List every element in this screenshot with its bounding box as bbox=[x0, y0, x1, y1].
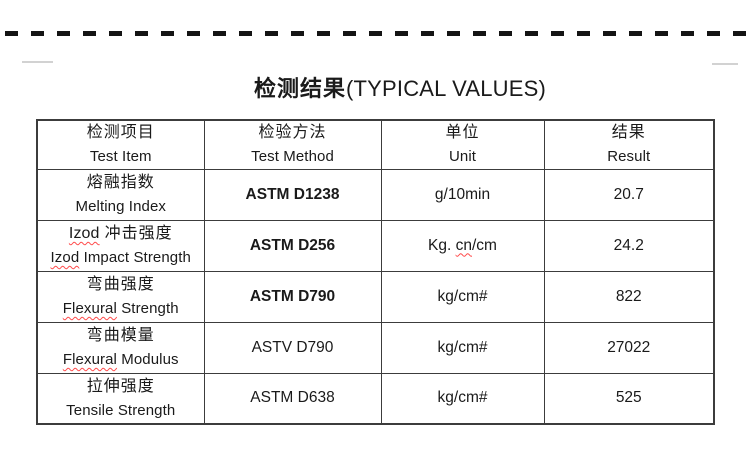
header-cell-test-method: 检验方法 Test Method bbox=[203, 119, 382, 170]
result-cell: 20.7 bbox=[543, 168, 715, 221]
item-name-en: Flexural Modulus bbox=[38, 348, 204, 371]
item-name-en: Izod Impact Strength bbox=[38, 246, 204, 269]
unit-value: kg/cm# bbox=[438, 389, 488, 406]
item-cell: 拉伸强度 Tensile Strength bbox=[36, 372, 205, 425]
misspelled-word: Flexural bbox=[62, 351, 117, 368]
table-row: 弯曲强度 Flexural Strength ASTM D790 kg/cm# 822 bbox=[36, 270, 715, 323]
method-value: ASTV D790 bbox=[251, 338, 334, 356]
text-segment: Impact Strength bbox=[79, 249, 191, 266]
item-name-zh: 弯曲强度 bbox=[38, 273, 204, 297]
item-cell: 熔融指数 Melting Index bbox=[36, 168, 205, 221]
result-cell: 27022 bbox=[543, 321, 715, 374]
page-title: 检测结果(TYPICAL VALUES) bbox=[0, 71, 750, 103]
table-row: 熔融指数 Melting Index ASTM D1238 g/10min 20.7 bbox=[36, 168, 715, 221]
result-value: 525 bbox=[615, 389, 642, 407]
method-cell: ASTV D790 bbox=[203, 321, 382, 374]
unit-cell: g/10min bbox=[380, 168, 545, 221]
result-cell: 24.2 bbox=[543, 219, 715, 272]
method-cell: ASTM D638 bbox=[203, 372, 382, 425]
header-label-en: Result bbox=[607, 148, 651, 166]
misspelled-word: cn bbox=[455, 236, 472, 254]
result-value: 822 bbox=[615, 287, 642, 305]
result-cell: 525 bbox=[543, 372, 715, 425]
result-cell: 822 bbox=[543, 270, 715, 323]
item-name-zh: 拉伸强度 bbox=[38, 375, 204, 399]
table-row: Izod 冲击强度 Izod Impact Strength ASTM D256 Kg… bbox=[36, 219, 715, 272]
text-segment: kg/cm# bbox=[437, 287, 488, 305]
text-segment: 冲击强度 bbox=[99, 225, 173, 242]
misspelled-word: Flexural bbox=[62, 300, 117, 317]
item-cell: 弯曲强度 Flexural Strength bbox=[36, 270, 205, 323]
unit-value: kg/cm# bbox=[438, 339, 488, 356]
results-table: 检测项目 Test Item 检验方法 Test Method 单位 Unit 结果 Resu… bbox=[36, 119, 715, 425]
text-segment: Strength bbox=[116, 300, 179, 317]
result-value: 24.2 bbox=[613, 236, 644, 254]
text-segment: Tensile Strength bbox=[66, 401, 176, 419]
item-name-en: Flexural Strength bbox=[38, 297, 204, 320]
text-segment: 弯曲强度 bbox=[86, 276, 155, 293]
dashed-divider bbox=[5, 31, 747, 36]
text-segment: kg/cm# bbox=[437, 338, 488, 356]
header-row: 检测项目 Test Item 检验方法 Test Method 单位 Unit 结果 Resu… bbox=[36, 119, 715, 170]
header-cell-test-item: 检测项目 Test Item bbox=[36, 119, 205, 170]
method-value: ASTM D1238 bbox=[245, 185, 340, 203]
method-cell: ASTM D256 bbox=[203, 219, 382, 272]
header-label-zh: 单位 bbox=[445, 124, 480, 142]
method-value: ASTM D256 bbox=[249, 236, 336, 254]
item-cell: 弯曲模量 Flexural Modulus bbox=[36, 321, 205, 374]
header-label-zh: 检测项目 bbox=[86, 124, 155, 142]
table-header: 检测项目 Test Item 检验方法 Test Method 单位 Unit 结果 Resu… bbox=[36, 119, 715, 170]
header-cell-result: 结果 Result bbox=[543, 119, 715, 170]
header-label-zh: 检验方法 bbox=[258, 124, 327, 142]
item-name-en: Melting Index bbox=[38, 195, 204, 218]
faint-mark-right bbox=[712, 63, 738, 65]
item-name-zh: Izod 冲击强度 bbox=[38, 222, 204, 246]
item-name-zh: 熔融指数 bbox=[38, 171, 204, 195]
unit-value: kg/cm# bbox=[438, 288, 488, 305]
item-name-en: Tensile Strength bbox=[38, 399, 204, 422]
text-segment: 熔融指数 bbox=[86, 174, 155, 191]
misspelled-word: Izod bbox=[50, 249, 80, 266]
method-cell: ASTM D790 bbox=[203, 270, 382, 323]
table-body: 熔融指数 Melting Index ASTM D1238 g/10min 20.7 Iz… bbox=[36, 168, 715, 425]
unit-value: Kg. cn/cm bbox=[428, 237, 497, 254]
title-english: (TYPICAL VALUES) bbox=[345, 76, 547, 101]
faint-mark-left bbox=[22, 61, 53, 63]
header-label-en: Test Method bbox=[251, 148, 334, 166]
header-label-en: Test Item bbox=[89, 148, 152, 166]
header-label-zh: 结果 bbox=[611, 124, 646, 142]
misspelled-word: Izod bbox=[68, 225, 100, 242]
unit-cell: kg/cm# bbox=[380, 321, 545, 374]
text-segment: Kg. bbox=[428, 236, 456, 254]
result-value: 27022 bbox=[607, 338, 651, 356]
text-segment: Melting Index bbox=[75, 198, 167, 215]
item-name-zh: 弯曲模量 bbox=[38, 324, 204, 348]
text-segment: 弯曲模量 bbox=[86, 327, 155, 344]
method-value: ASTM D638 bbox=[250, 389, 335, 407]
text-segment: /cm bbox=[471, 236, 497, 254]
header-cell-unit: 单位 Unit bbox=[380, 119, 545, 170]
title-chinese: 检测结果 bbox=[253, 76, 346, 101]
method-cell: ASTM D1238 bbox=[203, 168, 382, 221]
unit-cell: kg/cm# bbox=[380, 372, 545, 425]
text-segment: g/10min bbox=[434, 185, 491, 203]
table-row: 弯曲模量 Flexural Modulus ASTV D790 kg/cm# 27022 bbox=[36, 321, 715, 374]
header-label-en: Unit bbox=[448, 148, 477, 166]
unit-cell: kg/cm# bbox=[380, 270, 545, 323]
item-cell: Izod 冲击强度 Izod Impact Strength bbox=[36, 219, 205, 272]
text-segment: kg/cm# bbox=[437, 389, 488, 407]
method-value: ASTM D790 bbox=[249, 287, 336, 305]
unit-cell: Kg. cn/cm bbox=[380, 219, 545, 272]
unit-value: g/10min bbox=[435, 186, 490, 203]
table-row: 拉伸强度 Tensile Strength ASTM D638 kg/cm# 525 bbox=[36, 372, 715, 425]
result-value: 20.7 bbox=[613, 185, 644, 203]
text-segment: 拉伸强度 bbox=[86, 377, 155, 395]
text-segment: Modulus bbox=[116, 351, 179, 368]
